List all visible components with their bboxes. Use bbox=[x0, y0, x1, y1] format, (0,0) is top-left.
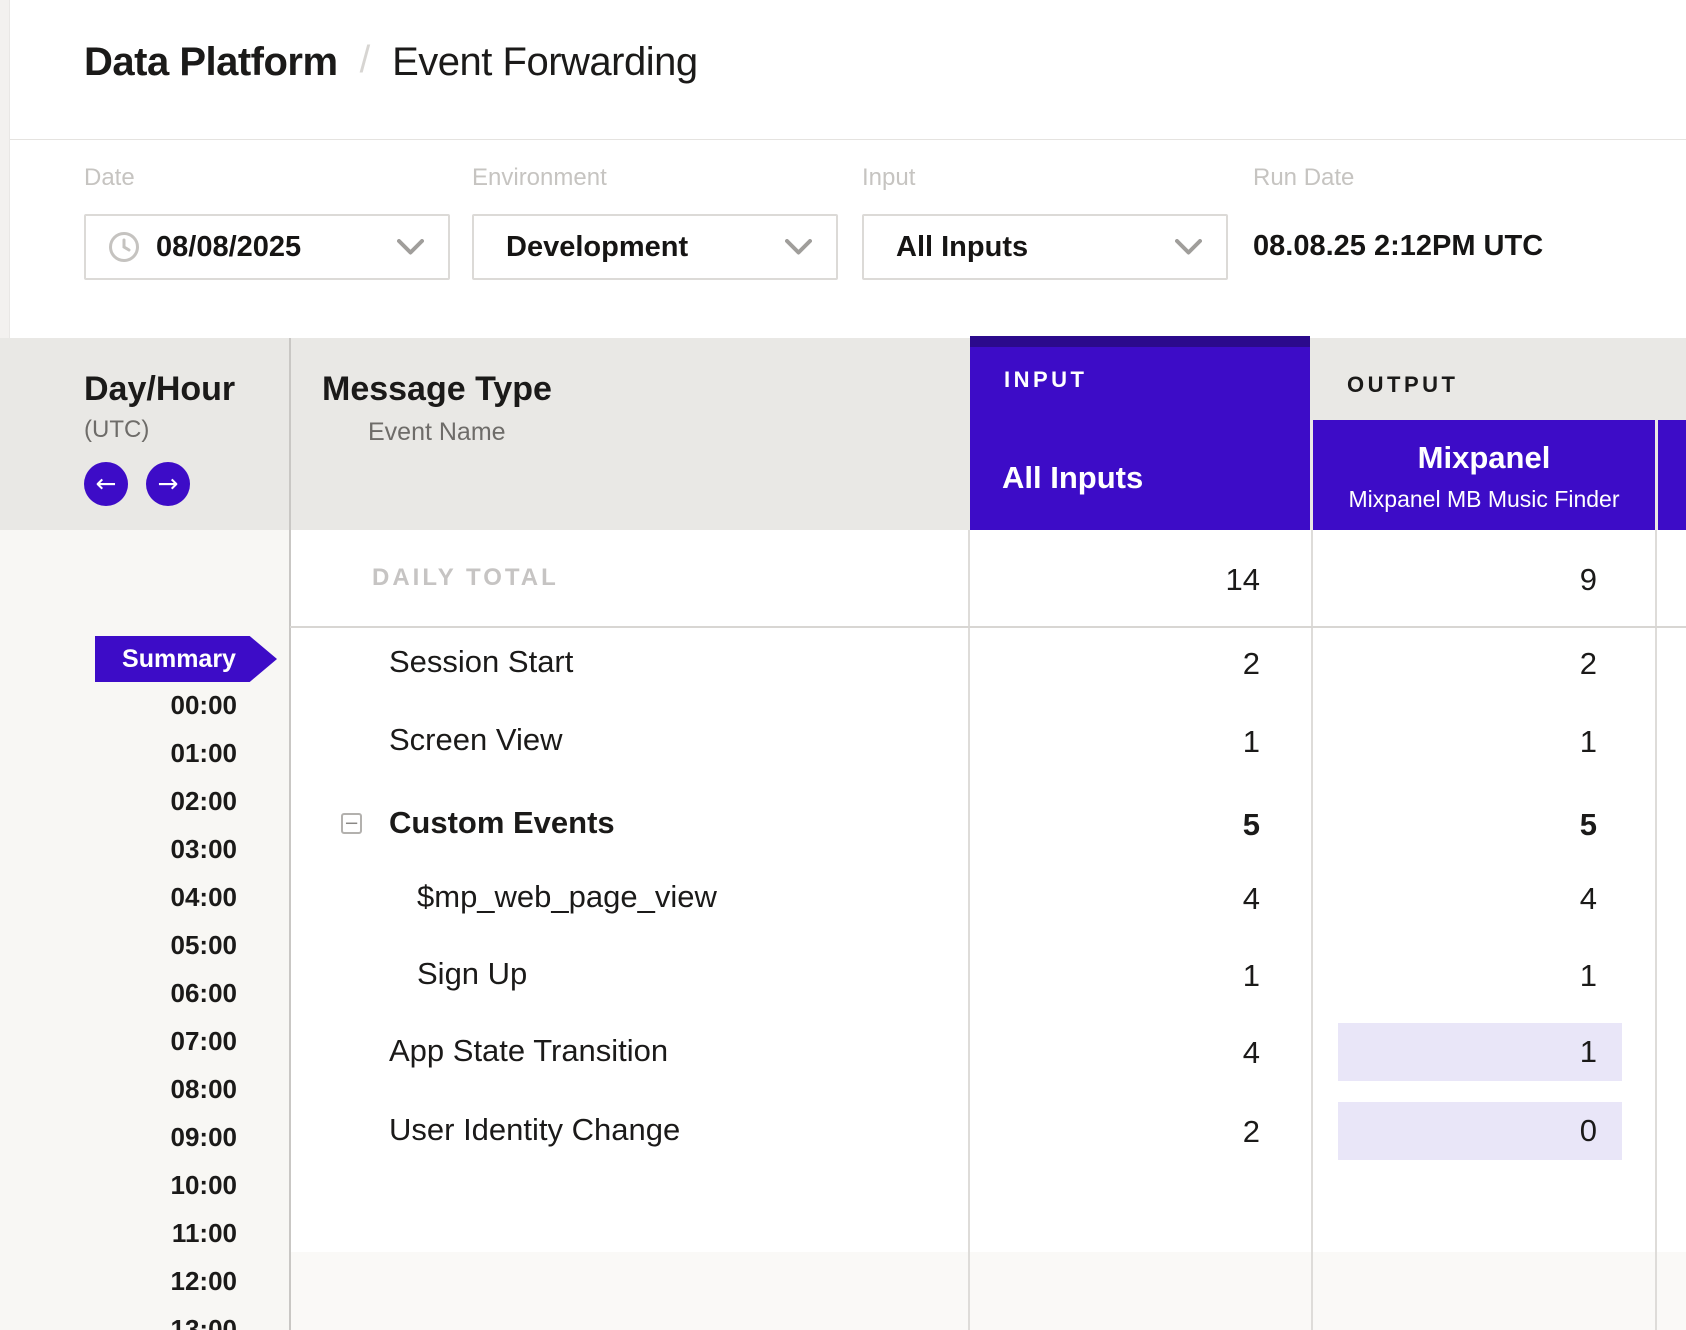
summary-label: Summary bbox=[122, 644, 236, 673]
hour-label-06-00[interactable]: 06:00 bbox=[170, 978, 238, 1008]
date-value: 08/08/2025 bbox=[156, 230, 302, 263]
row-label: $mp_web_page_view bbox=[417, 879, 717, 914]
output-cell-value: 5 bbox=[1579, 807, 1597, 842]
output-cell-value: 0 bbox=[1579, 1113, 1597, 1148]
input-cell-value: 2 bbox=[1242, 1114, 1260, 1149]
daily-total-output-value: 9 bbox=[1579, 562, 1597, 597]
hour-label-04-00[interactable]: 04:00 bbox=[170, 882, 238, 912]
breadcrumb: Data Platform / Event Forwarding bbox=[84, 36, 698, 88]
message-type-header: Message Type bbox=[322, 370, 552, 408]
input-column-title: All Inputs bbox=[1002, 460, 1144, 495]
output-column-subtitle: Mixpanel MB Music Finder bbox=[1348, 486, 1620, 512]
date-dropdown[interactable]: 08/08/2025 bbox=[84, 214, 450, 280]
output-column-partial bbox=[1658, 420, 1686, 530]
output-group-label: OUTPUT bbox=[1347, 372, 1459, 397]
minus-icon: − bbox=[343, 812, 360, 834]
page-edge-strip bbox=[0, 0, 10, 338]
environment-value: Development bbox=[506, 230, 689, 263]
hour-label-02-00[interactable]: 02:00 bbox=[170, 786, 238, 816]
input-cell-value: 4 bbox=[1242, 881, 1260, 916]
sidebar-divider bbox=[289, 338, 291, 1330]
hour-label-13-00[interactable]: 13:00 bbox=[170, 1314, 238, 1330]
breadcrumb-data-platform[interactable]: Data Platform bbox=[84, 39, 338, 84]
row-label: Sign Up bbox=[417, 956, 528, 991]
input-value: All Inputs bbox=[896, 230, 1029, 263]
day-hour-timezone: (UTC) bbox=[84, 416, 150, 443]
input-cell-value: 1 bbox=[1242, 958, 1260, 993]
table-footer-area bbox=[290, 1252, 1686, 1330]
input-column-header[interactable]: INPUT All Inputs bbox=[970, 336, 1310, 530]
date-filter-label: Date bbox=[84, 164, 135, 191]
chevron-down-icon bbox=[397, 238, 424, 256]
input-filter-label: Input bbox=[862, 164, 916, 191]
input-dropdown[interactable]: All Inputs bbox=[862, 214, 1228, 280]
input-cell-value: 1 bbox=[1242, 724, 1260, 759]
hour-label-09-00[interactable]: 09:00 bbox=[170, 1122, 238, 1152]
environment-filter-label: Environment bbox=[472, 164, 607, 191]
output-cell-value: 1 bbox=[1579, 1034, 1597, 1069]
input-cell-value: 4 bbox=[1242, 1035, 1260, 1070]
row-label: User Identity Change bbox=[389, 1112, 681, 1147]
column-divider bbox=[1655, 530, 1657, 1330]
run-date-label: Run Date bbox=[1253, 164, 1355, 191]
column-divider bbox=[968, 530, 970, 1330]
column-divider bbox=[1311, 530, 1313, 1330]
hour-label-11-00[interactable]: 11:00 bbox=[171, 1218, 237, 1248]
output-column-title: Mixpanel bbox=[1417, 440, 1551, 475]
hour-label-12-00[interactable]: 12:00 bbox=[170, 1266, 238, 1296]
chevron-down-icon bbox=[785, 238, 812, 256]
chevron-down-icon bbox=[1175, 238, 1202, 256]
clock-icon bbox=[108, 231, 140, 263]
hour-label-07-00[interactable]: 07:00 bbox=[170, 1026, 238, 1056]
output-column-header-mixpanel[interactable]: Mixpanel Mixpanel MB Music Finder bbox=[1313, 420, 1655, 530]
output-cell-value: 1 bbox=[1579, 724, 1597, 759]
hour-label-01-00[interactable]: 01:00 bbox=[170, 738, 238, 768]
page-title: Event Forwarding bbox=[392, 39, 698, 84]
input-group-label: INPUT bbox=[1004, 367, 1088, 392]
hour-label-00-00[interactable]: 00:00 bbox=[170, 690, 238, 720]
row-label: Screen View bbox=[389, 722, 563, 757]
next-day-button[interactable]: → bbox=[146, 462, 190, 506]
row-label: App State Transition bbox=[389, 1033, 669, 1068]
previous-day-button[interactable]: ← bbox=[84, 462, 128, 506]
day-hour-header: Day/Hour bbox=[84, 370, 236, 408]
event-name-subheader: Event Name bbox=[368, 418, 506, 446]
row-label: Custom Events bbox=[389, 805, 615, 840]
input-cell-value: 5 bbox=[1242, 807, 1260, 842]
output-cell-value: 2 bbox=[1579, 646, 1597, 681]
daily-total-separator bbox=[290, 626, 1686, 628]
input-column-accent-strip bbox=[970, 336, 1310, 347]
hour-label-10-00[interactable]: 10:00 bbox=[170, 1170, 238, 1200]
input-cell-value: 2 bbox=[1242, 646, 1260, 681]
breadcrumb-separator: / bbox=[359, 38, 371, 81]
output-cell-value: 1 bbox=[1579, 958, 1597, 993]
collapse-custom-events-button[interactable]: − bbox=[341, 813, 362, 834]
daily-total-input-value: 14 bbox=[1225, 562, 1260, 597]
top-bar bbox=[0, 0, 1686, 140]
output-cell-highlight: 1 bbox=[1338, 1023, 1622, 1081]
environment-dropdown[interactable]: Development bbox=[472, 214, 838, 280]
output-cell-highlight: 0 bbox=[1338, 1102, 1622, 1160]
arrow-right-icon: → bbox=[157, 468, 179, 498]
arrow-left-icon: ← bbox=[95, 468, 117, 498]
summary-row-tag[interactable]: Summary bbox=[95, 636, 277, 682]
hour-label-08-00[interactable]: 08:00 bbox=[170, 1074, 238, 1104]
row-label: Session Start bbox=[389, 644, 574, 679]
hour-label-03-00[interactable]: 03:00 bbox=[170, 834, 238, 864]
hour-label-05-00[interactable]: 05:00 bbox=[170, 930, 238, 960]
daily-total-label: DAILY TOTAL bbox=[372, 564, 559, 591]
run-date-value: 08.08.25 2:12PM UTC bbox=[1253, 230, 1544, 262]
output-cell-value: 4 bbox=[1579, 881, 1597, 916]
